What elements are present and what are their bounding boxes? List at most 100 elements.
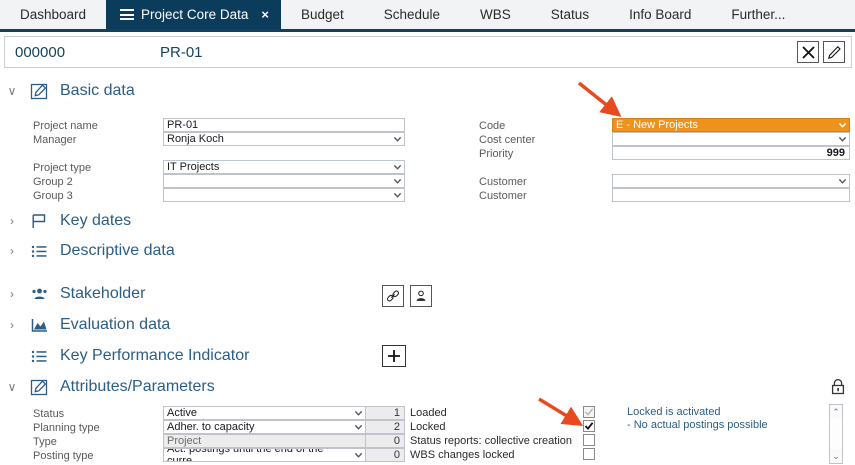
field-planning-type[interactable]: Adher. to capacity: [163, 420, 366, 434]
label-project-type: Project type: [33, 162, 92, 174]
chevron-down-icon: [838, 178, 847, 184]
chevron-down-icon: ∨: [7, 380, 17, 394]
tab-project-core-data[interactable]: Project Core Data ×: [106, 0, 281, 29]
attributes-scrollbar[interactable]: ⌃ ⌄: [829, 404, 843, 464]
tab-further[interactable]: Further...: [711, 0, 805, 29]
lock-icon[interactable]: [830, 378, 846, 400]
chevron-right-icon: ›: [10, 244, 14, 258]
scroll-down-icon[interactable]: ⌄: [830, 449, 842, 463]
tab-info-board[interactable]: Info Board: [609, 0, 711, 29]
field-type: Project: [163, 434, 366, 448]
chevron-down-icon: [354, 424, 363, 430]
edit-square-icon: [28, 376, 50, 398]
field-cost-center[interactable]: [612, 132, 850, 146]
chevron-down-icon: [393, 136, 402, 142]
section-header-evaluation-data[interactable]: › Evaluation data: [6, 314, 170, 336]
field-value: IT Projects: [167, 161, 220, 173]
label-priority: Priority: [479, 148, 514, 160]
list-icon: [28, 345, 50, 367]
field-code[interactable]: E - New Projects: [612, 118, 850, 132]
note-locked-activated: Locked is activated: [627, 406, 721, 418]
field-value: PR-01: [167, 119, 199, 131]
field-value: Active: [167, 407, 197, 419]
field-value: 999: [826, 147, 845, 159]
link-icon[interactable]: [382, 285, 404, 307]
label-project-name: Project name: [33, 120, 98, 132]
field-value: Act. postings until the end of the curre…: [167, 448, 324, 462]
chevron-down-icon: [393, 164, 402, 170]
tab-label: Further...: [731, 7, 786, 22]
section-header-key-dates[interactable]: › Key dates: [6, 210, 131, 232]
section-title: Attributes/Parameters: [60, 378, 215, 395]
tab-label: Schedule: [383, 7, 441, 22]
close-icon[interactable]: ×: [261, 7, 269, 22]
checkbox-locked[interactable]: [583, 420, 595, 432]
arrow-to-locked-checkbox: [538, 397, 584, 426]
close-x-icon[interactable]: [797, 41, 819, 63]
field-group-3[interactable]: [163, 188, 405, 202]
tab-status[interactable]: Status: [531, 0, 609, 29]
edit-square-icon: [28, 80, 50, 102]
field-status[interactable]: Active: [163, 406, 366, 420]
record-actions: [797, 41, 851, 63]
person-icon[interactable]: [410, 285, 432, 307]
field-project-name[interactable]: PR-01: [163, 118, 405, 132]
field-value: E - New Projects: [616, 119, 698, 131]
section-title: Evaluation data: [60, 316, 171, 333]
section-header-basic-data[interactable]: ∨ Basic data: [6, 80, 135, 102]
chevron-down-icon: [393, 178, 402, 184]
list-icon: [28, 240, 50, 262]
section-title: Key dates: [60, 212, 132, 229]
note-no-actual-postings: - No actual postings possible: [627, 419, 768, 431]
plus-icon: [388, 350, 400, 362]
scroll-up-icon[interactable]: ⌃: [830, 405, 842, 419]
add-kpi-button[interactable]: [382, 345, 406, 367]
field-customer-select[interactable]: [612, 174, 850, 188]
chevron-down-icon: [354, 452, 363, 458]
section-header-stakeholder[interactable]: › Stakeholder: [6, 283, 145, 305]
field-manager[interactable]: Ronja Koch: [163, 132, 405, 146]
section-header-attributes-parameters[interactable]: ∨ Attributes/Parameters: [6, 376, 215, 398]
record-header-bar: 000000 PR-01: [4, 36, 852, 68]
chevron-down-icon: [838, 136, 847, 142]
tab-dashboard[interactable]: Dashboard: [0, 0, 106, 29]
value-type-code: 0: [366, 434, 405, 448]
field-group-2[interactable]: [163, 174, 405, 188]
label-group-2: Group 2: [33, 176, 73, 188]
section-title: Descriptive data: [60, 242, 175, 259]
checkbox-label-wbs-changes-locked: WBS changes locked: [410, 449, 515, 461]
label-status: Status: [33, 408, 65, 420]
field-posting-type[interactable]: Act. postings until the end of the curre…: [163, 448, 366, 462]
tab-schedule[interactable]: Schedule: [364, 0, 460, 29]
checkbox-status-reports[interactable]: [583, 434, 595, 446]
section-header-descriptive-data[interactable]: › Descriptive data: [6, 240, 175, 262]
checkbox-wbs-changes-locked[interactable]: [583, 448, 595, 460]
pencil-icon[interactable]: [823, 41, 845, 63]
chevron-down-icon: ∨: [7, 84, 17, 98]
main-tab-bar: Dashboard Project Core Data × Budget Sch…: [0, 0, 855, 32]
field-customer-text[interactable]: [612, 188, 850, 202]
field-priority[interactable]: 999: [612, 146, 850, 160]
record-number: 000000: [15, 43, 66, 61]
label-planning-type: Planning type: [33, 422, 100, 434]
checkbox-label-locked: Locked: [410, 421, 446, 433]
label-customer-2: Customer: [479, 190, 527, 202]
tab-label: Dashboard: [20, 7, 87, 22]
field-project-type[interactable]: IT Projects: [163, 160, 405, 174]
chevron-right-icon: ›: [10, 318, 14, 332]
label-cost-center: Cost center: [479, 134, 536, 146]
checkbox-label-status-reports: Status reports: collective creation: [410, 435, 573, 447]
tab-label: WBS: [480, 7, 511, 22]
checkbox-loaded[interactable]: [583, 406, 595, 418]
record-project-name: PR-01: [160, 43, 203, 61]
section-header-kpi[interactable]: Key Performance Indicator: [6, 345, 249, 367]
section-title: Stakeholder: [60, 285, 146, 302]
tab-budget[interactable]: Budget: [281, 0, 364, 29]
hamburger-icon: [120, 9, 135, 20]
label-posting-type: Posting type: [33, 450, 94, 462]
label-customer-1: Customer: [479, 176, 527, 188]
tab-wbs[interactable]: WBS: [460, 0, 531, 29]
field-value: Ronja Koch: [167, 133, 224, 145]
people-icon: [28, 283, 50, 305]
